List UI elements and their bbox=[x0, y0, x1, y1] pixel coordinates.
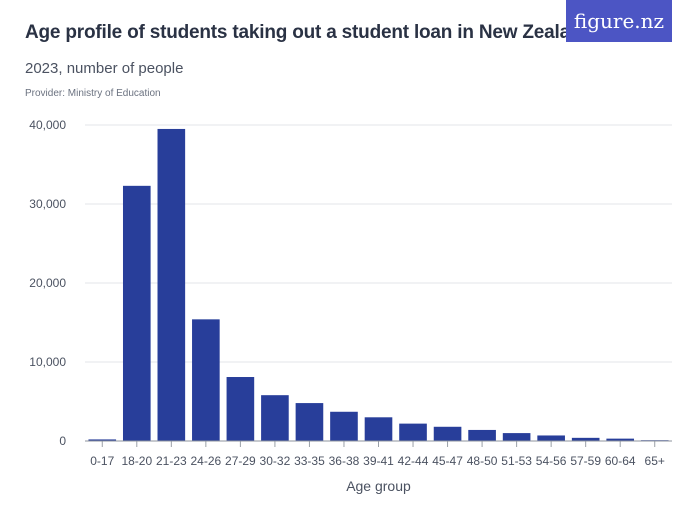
bar-57-59[interactable] bbox=[571, 437, 600, 441]
x-tick-label: 0-17 bbox=[90, 454, 114, 468]
bar-18-20[interactable] bbox=[122, 185, 151, 441]
x-axis-tick-labels: 0-17 18-20 21-23 24-26 27-29 30-32 33-35 36-38 3… bbox=[90, 441, 665, 468]
logo-text: figure.nz bbox=[573, 9, 665, 33]
bars bbox=[88, 128, 669, 442]
bar-0-17[interactable] bbox=[88, 439, 117, 441]
bar-51-53[interactable] bbox=[502, 433, 531, 441]
bar-45-47[interactable] bbox=[433, 426, 462, 441]
y-axis-tick-labels: 0 10,000 20,000 30,000 40,000 bbox=[29, 118, 66, 448]
bar-36-38[interactable] bbox=[330, 411, 358, 441]
x-tick-label: 18-20 bbox=[121, 454, 152, 468]
x-axis-title: Age group bbox=[346, 478, 411, 494]
x-tick-label: 42-44 bbox=[398, 454, 429, 468]
y-tick-label: 40,000 bbox=[29, 118, 66, 132]
x-tick-label: 60-64 bbox=[605, 454, 636, 468]
y-tick-label: 20,000 bbox=[29, 276, 66, 290]
x-tick-label: 57-59 bbox=[570, 454, 601, 468]
x-tick-label: 21-23 bbox=[156, 454, 187, 468]
x-tick-label: 33-35 bbox=[294, 454, 325, 468]
provider-note: Provider: Ministry of Education bbox=[25, 88, 161, 99]
x-tick-label: 51-53 bbox=[501, 454, 532, 468]
bar-48-50[interactable] bbox=[468, 429, 496, 441]
x-tick-label: 27-29 bbox=[225, 454, 256, 468]
bar-24-26[interactable] bbox=[192, 319, 220, 441]
x-tick-label: 65+ bbox=[645, 454, 665, 468]
bar-21-23[interactable] bbox=[157, 128, 186, 441]
figure-nz-logo[interactable]: figure.nz bbox=[566, 0, 672, 42]
chart-title: Age profile of students taking out a stu… bbox=[25, 22, 593, 43]
y-tick-label: 30,000 bbox=[29, 197, 66, 211]
x-tick-label: 39-41 bbox=[363, 454, 394, 468]
bar-39-41[interactable] bbox=[364, 417, 393, 441]
bar-33-35[interactable] bbox=[295, 403, 324, 441]
x-tick-label: 45-47 bbox=[432, 454, 463, 468]
chart-subtitle: 2023, number of people bbox=[25, 60, 184, 77]
x-tick-label: 48-50 bbox=[467, 454, 498, 468]
x-tick-label: 54-56 bbox=[536, 454, 567, 468]
y-tick-label: 10,000 bbox=[29, 355, 66, 369]
bar-42-44[interactable] bbox=[399, 423, 427, 441]
x-tick-label: 36-38 bbox=[329, 454, 360, 468]
x-tick-label: 30-32 bbox=[260, 454, 291, 468]
x-tick-label: 24-26 bbox=[191, 454, 222, 468]
bar-54-56[interactable] bbox=[537, 435, 565, 441]
bar-30-32[interactable] bbox=[261, 395, 289, 441]
y-tick-label: 0 bbox=[59, 434, 66, 448]
bar-60-64[interactable] bbox=[606, 438, 635, 441]
bar-27-29[interactable] bbox=[226, 377, 255, 441]
